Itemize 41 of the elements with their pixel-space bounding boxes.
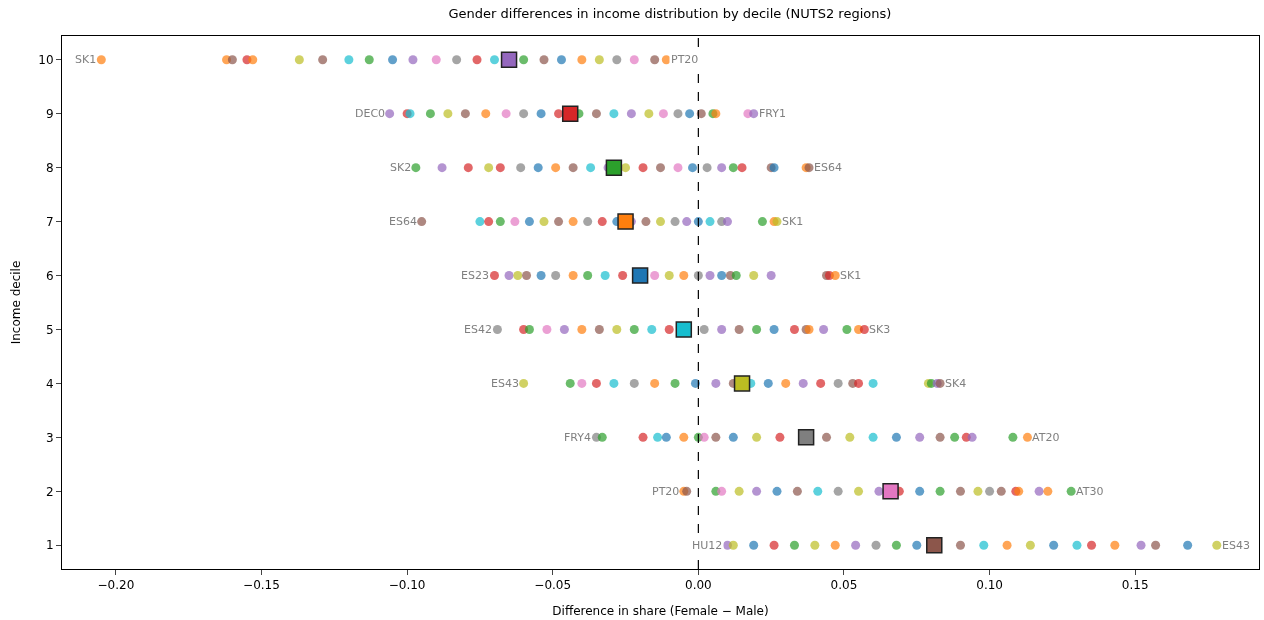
annotation: SK3 [869, 323, 891, 336]
annotation: SK1 [75, 53, 97, 66]
annotation: ES42 [464, 323, 492, 336]
annotation: FRY1 [759, 107, 786, 120]
annotation: PT20 [652, 485, 680, 498]
annotation: ES64 [814, 161, 842, 174]
annotation: SK4 [945, 377, 967, 390]
x-tick-label: 0.15 [1121, 578, 1149, 593]
y-axis-title: Income decile [8, 260, 23, 345]
annotation: HU12 [692, 539, 723, 552]
x-tick-label: 0.10 [976, 578, 1003, 593]
annotation: FRY4 [564, 431, 591, 444]
y-tick-label: 9 [45, 106, 54, 121]
annotation: AT30 [1076, 485, 1104, 498]
y-tick-label: 2 [45, 484, 54, 499]
annotation: SK1 [782, 215, 804, 228]
annotation: DEC0 [355, 107, 386, 120]
annotation: PT20 [671, 53, 699, 66]
annotation: AT20 [1032, 431, 1060, 444]
y-tick-label: 5 [45, 322, 54, 337]
annotation: ES64 [389, 215, 417, 228]
y-tick-label: 6 [45, 268, 54, 283]
x-tick-label: −0.05 [534, 578, 572, 593]
annotation: SK1 [840, 269, 862, 282]
y-tick-label: 10 [38, 52, 54, 67]
y-tick-label: 8 [45, 160, 54, 175]
annotation: ES23 [461, 269, 489, 282]
x-axis-title: Difference in share (Female − Male) [552, 604, 769, 619]
annotation: ES43 [1222, 539, 1250, 552]
chart-title: Gender differences in income distribution by decile (NUTS2 regions) [448, 6, 892, 22]
x-tick-label: 0.00 [685, 578, 712, 593]
y-tick-label: 4 [45, 376, 54, 391]
y-tick-label: 1 [45, 538, 54, 553]
y-tick-label: 3 [45, 430, 54, 445]
x-tick-label: −0.20 [97, 578, 135, 593]
x-tick-label: −0.15 [243, 578, 280, 593]
annotation: ES43 [491, 377, 519, 390]
y-tick-label: 7 [45, 214, 54, 229]
annotation: SK2 [390, 161, 412, 174]
x-tick-label: −0.10 [388, 578, 426, 593]
x-tick-label: 0.05 [830, 578, 858, 593]
